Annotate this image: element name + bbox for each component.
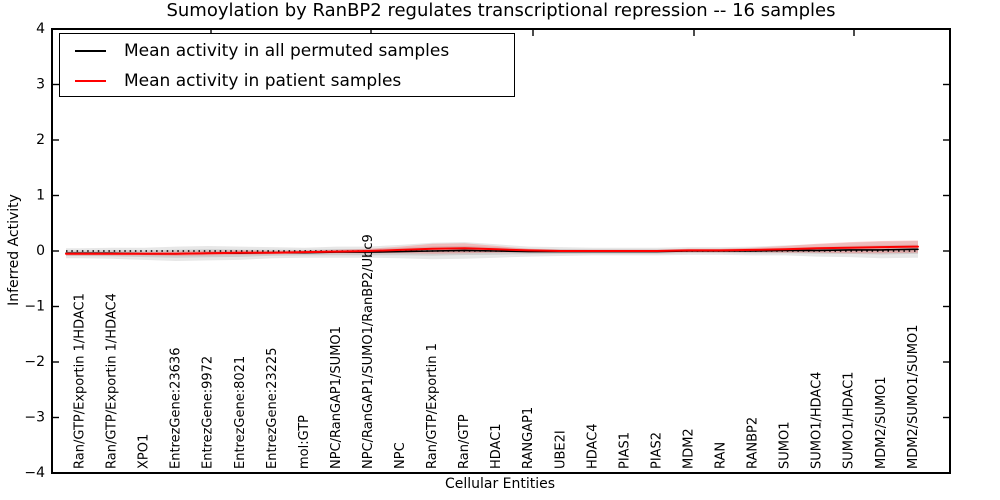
y-tick-label: 3 bbox=[36, 77, 45, 93]
x-tick-label: SUMO1/HDAC4 bbox=[810, 372, 825, 469]
x-tick-label: RANBP2 bbox=[746, 417, 761, 469]
y-tick-label: 0 bbox=[36, 243, 45, 259]
x-tick-label: MDM2 bbox=[681, 428, 696, 469]
y-tick-label: 1 bbox=[36, 188, 45, 204]
x-tick-label: HDAC4 bbox=[585, 423, 600, 469]
x-tick-label: XPO1 bbox=[137, 434, 152, 469]
x-tick-label: EntrezGene:23225 bbox=[265, 348, 280, 469]
chart-title: Sumoylation by RanBP2 regulates transcri… bbox=[166, 0, 836, 21]
x-tick-label: UBE2I bbox=[553, 430, 568, 469]
x-tick-label: mol:GTP bbox=[297, 415, 312, 469]
x-tick-label: Ran/GTP bbox=[457, 414, 472, 469]
x-tick-label: NPC bbox=[393, 442, 408, 469]
x-tick-label: Ran/GTP/Exportin 1 bbox=[425, 343, 440, 469]
legend-item-permuted: Mean activity in all permuted samples bbox=[60, 36, 514, 66]
x-tick-label: PIAS1 bbox=[617, 432, 632, 469]
x-tick-label: PIAS2 bbox=[649, 432, 664, 469]
legend-line-patient-icon bbox=[75, 80, 106, 82]
x-axis-title: Cellular Entities bbox=[444, 476, 556, 492]
legend-label-permuted: Mean activity in all permuted samples bbox=[124, 41, 450, 61]
x-tick-label: MDM2/SUMO1 bbox=[874, 376, 889, 469]
y-tick-label: 4 bbox=[36, 21, 45, 37]
patient-line bbox=[65, 245, 919, 255]
legend-item-patient: Mean activity in patient samples bbox=[60, 66, 514, 96]
x-tick-label: MDM2/SUMO1/SUMO1 bbox=[906, 325, 921, 469]
y-axis-title: Inferred Activity bbox=[6, 194, 22, 306]
x-tick-label: HDAC1 bbox=[489, 423, 504, 469]
x-tick-label: RAN bbox=[714, 442, 729, 469]
x-tick-label: EntrezGene:8021 bbox=[233, 356, 248, 469]
x-tick-label: NPC/RanGAP1/SUMO1/RanBP2/Ubc9 bbox=[361, 234, 376, 469]
legend-label-patient: Mean activity in patient samples bbox=[124, 71, 402, 91]
x-tick-label: RANGAP1 bbox=[521, 407, 536, 469]
x-tick-label: Ran/GTP/Exportin 1/HDAC1 bbox=[73, 293, 88, 469]
y-tick-label: −2 bbox=[24, 354, 45, 370]
y-tick-label: −4 bbox=[24, 465, 45, 481]
x-tick-label: SUMO1 bbox=[778, 422, 793, 470]
x-tick-label: EntrezGene:23636 bbox=[169, 348, 184, 469]
y-tick-label: −3 bbox=[24, 410, 45, 426]
x-tick-label: NPC/RanGAP1/SUMO1 bbox=[329, 326, 344, 469]
x-tick-label: EntrezGene:9972 bbox=[201, 356, 216, 469]
y-tick-label: −1 bbox=[24, 299, 45, 315]
legend: Mean activity in all permuted samples Me… bbox=[59, 33, 515, 97]
x-tick-label: SUMO1/HDAC1 bbox=[842, 372, 857, 469]
x-tick-label: Ran/GTP/Exportin 1/HDAC4 bbox=[105, 293, 120, 469]
y-tick-label: 2 bbox=[36, 132, 45, 148]
legend-line-permuted-icon bbox=[75, 50, 106, 52]
